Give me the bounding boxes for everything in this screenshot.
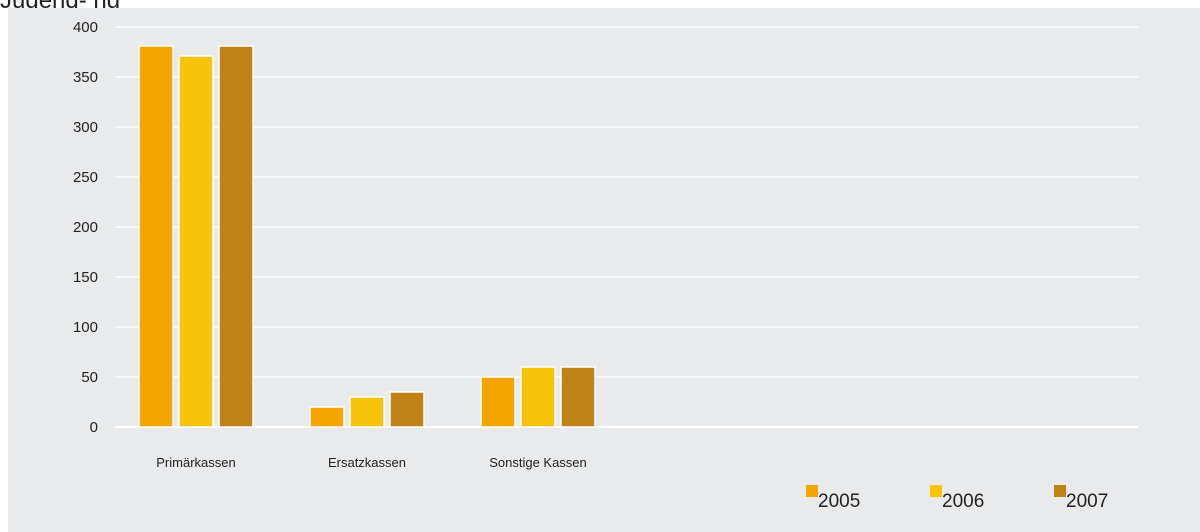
x-tick-label: Ersatzkassen: [328, 455, 406, 470]
bar-2007-1: [389, 391, 425, 428]
x-tick-label: Primärkassen: [156, 455, 235, 470]
legend-label-2006: 2006: [942, 491, 984, 512]
x-tick-label: Sonstige Kassen: [489, 455, 587, 470]
y-tick-label: 350: [73, 69, 98, 86]
bar-2007-0: [218, 45, 254, 428]
y-tick-label: 100: [73, 319, 98, 336]
legend-label-2005: 2005: [818, 491, 860, 512]
y-tick-label: 0: [90, 419, 98, 436]
legend-swatch-2006: [930, 485, 942, 497]
bar-2006-2: [520, 366, 556, 428]
y-tick-label: 200: [73, 219, 98, 236]
bar-2005-1: [309, 406, 345, 428]
y-tick-label: 400: [73, 19, 98, 36]
chart-panel: 0 50 100 150 200 250 300 350 400 Primärkassen Ersa…: [8, 8, 1200, 532]
bar-2005-2: [480, 376, 516, 428]
bar-2006-0: [178, 55, 214, 428]
y-tick-label: 50: [81, 369, 98, 386]
bar-2005-0: [138, 45, 174, 428]
y-tick-label: 250: [73, 169, 98, 186]
bar-2006-1: [349, 396, 385, 428]
y-tick-label: 150: [73, 269, 98, 286]
bar-2007-2: [560, 366, 596, 428]
y-tick-label: 300: [73, 119, 98, 136]
bar-chart: 0 50 100 150 200 250 300 350 400 Primärkassen Ersa…: [73, 19, 1138, 512]
legend-label-2007: 2007: [1066, 491, 1108, 512]
legend-swatch-2005: [806, 485, 818, 497]
legend-swatch-2007: [1054, 485, 1066, 497]
